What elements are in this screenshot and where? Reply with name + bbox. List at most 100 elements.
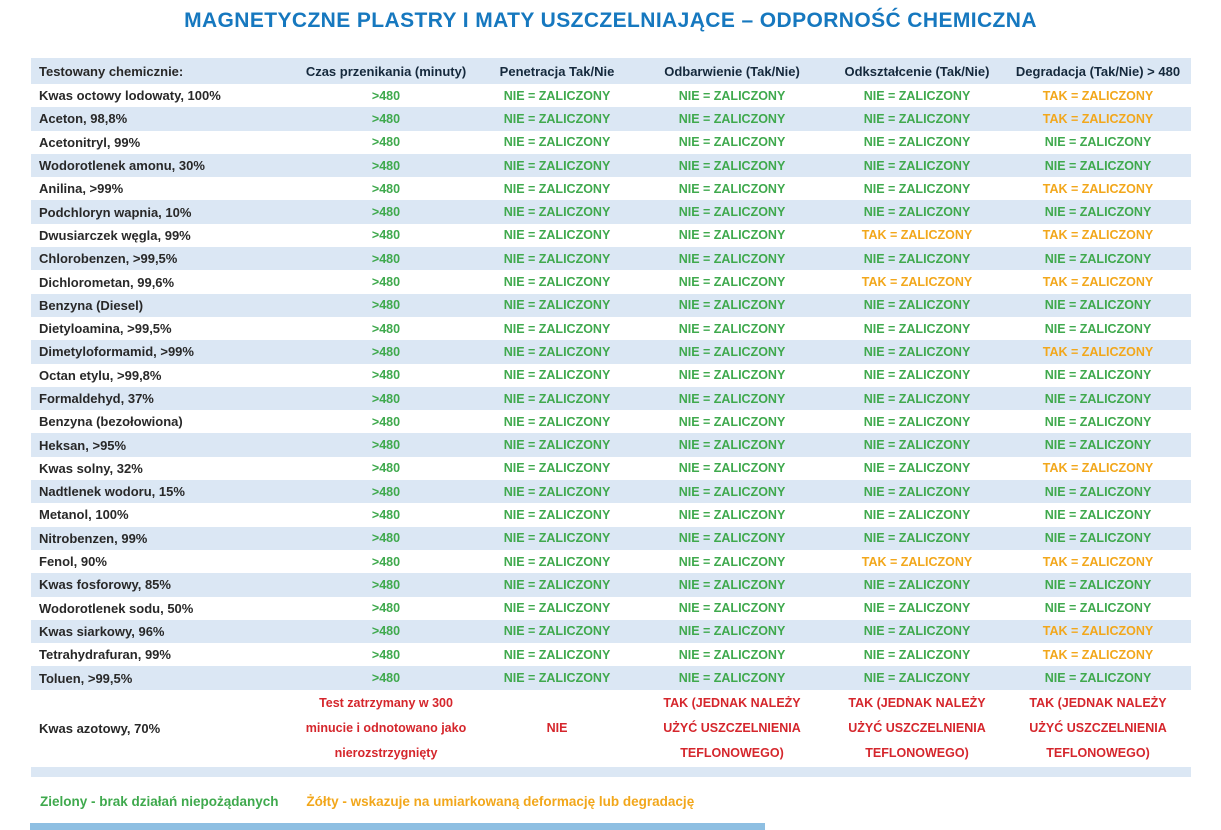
degradation-result: TAK (JEDNAK NALEŻY UŻYĆ USZCZELNIENIA TE… xyxy=(1029,695,1167,760)
table-row: Toluen, >99,5% >480 NIE = ZALICZONY NIE = Z… xyxy=(31,666,1191,690)
chemical-name: Kwas solny, 32% xyxy=(39,460,143,476)
penetration-result: NIE xyxy=(546,720,568,735)
deformation-result: NIE = ZALICZONY xyxy=(863,298,971,313)
degradation-result: NIE = ZALICZONY xyxy=(1044,484,1152,499)
degradation-result: TAK = ZALICZONY xyxy=(1042,228,1154,243)
chemical-name: Kwas azotowy, 70% xyxy=(39,720,161,736)
degradation-result: NIE = ZALICZONY xyxy=(1044,158,1152,173)
penetration-result: NIE = ZALICZONY xyxy=(503,205,611,220)
deformation-result: NIE = ZALICZONY xyxy=(863,671,971,686)
time-value: >480 xyxy=(371,298,401,313)
discoloration-result: NIE = ZALICZONY xyxy=(678,251,786,266)
col-header-penetration: Penetracja Tak/Nie xyxy=(499,63,615,79)
time-value: >480 xyxy=(371,368,401,383)
legend-green-label: Zielony - brak działań niepożądanych xyxy=(40,793,279,809)
time-value: >480 xyxy=(371,647,401,662)
deformation-result: TAK = ZALICZONY xyxy=(861,228,973,243)
discoloration-result: NIE = ZALICZONY xyxy=(678,368,786,383)
color-legend: Zielony - brak działań niepożądanych Żół… xyxy=(40,794,1221,809)
discoloration-result: NIE = ZALICZONY xyxy=(678,228,786,243)
time-value: >480 xyxy=(371,344,401,359)
time-value: >480 xyxy=(371,414,401,429)
discoloration-result: NIE = ZALICZONY xyxy=(678,438,786,453)
penetration-result: NIE = ZALICZONY xyxy=(503,228,611,243)
degradation-result: NIE = ZALICZONY xyxy=(1044,531,1152,546)
table-row: Benzyna (bezołowiona) >480 NIE = ZALICZONY… xyxy=(31,410,1191,433)
table-row: Metanol, 100% >480 NIE = ZALICZONY NIE = ZA… xyxy=(31,503,1191,526)
table-row: Benzyna (Diesel) >480 NIE = ZALICZONY NIE =… xyxy=(31,293,1191,317)
degradation-result: TAK = ZALICZONY xyxy=(1042,344,1154,359)
penetration-result: NIE = ZALICZONY xyxy=(503,321,611,336)
chemical-name: Octan etylu, >99,8% xyxy=(39,367,162,383)
degradation-result: TAK = ZALICZONY xyxy=(1042,88,1154,103)
deformation-result: NIE = ZALICZONY xyxy=(863,181,971,196)
table-row: Dietyloamina, >99,5% >480 NIE = ZALICZONY N… xyxy=(31,317,1191,340)
table-row: Chlorobenzen, >99,5% >480 NIE = ZALICZONY N… xyxy=(31,247,1191,271)
discoloration-result: NIE = ZALICZONY xyxy=(678,577,786,592)
time-value: >480 xyxy=(371,391,401,406)
degradation-result: NIE = ZALICZONY xyxy=(1044,414,1152,429)
penetration-result: NIE = ZALICZONY xyxy=(503,368,611,383)
degradation-result: NIE = ZALICZONY xyxy=(1044,438,1152,453)
col-header-discoloration: Odbarwienie (Tak/Nie) xyxy=(664,63,800,79)
penetration-result: NIE = ZALICZONY xyxy=(503,438,611,453)
chemical-name: Dwusiarczek węgla, 99% xyxy=(39,227,191,243)
chemical-name: Aceton, 98,8% xyxy=(39,111,128,127)
time-value: >480 xyxy=(371,438,401,453)
penetration-result: NIE = ZALICZONY xyxy=(503,135,611,150)
degradation-result: NIE = ZALICZONY xyxy=(1044,601,1152,616)
deformation-result: NIE = ZALICZONY xyxy=(863,135,971,150)
penetration-result: NIE = ZALICZONY xyxy=(503,414,611,429)
deformation-result: NIE = ZALICZONY xyxy=(863,391,971,406)
deformation-result: NIE = ZALICZONY xyxy=(863,438,971,453)
chemical-name: Heksan, >95% xyxy=(39,437,127,453)
degradation-result: TAK = ZALICZONY xyxy=(1042,111,1154,126)
time-note: Test zatrzymany w 300 minucie i odnotowa… xyxy=(305,695,467,760)
chemical-name: Dichlorometan, 99,6% xyxy=(39,274,175,290)
time-value: >480 xyxy=(371,461,401,476)
degradation-result: TAK = ZALICZONY xyxy=(1042,181,1154,196)
discoloration-result: NIE = ZALICZONY xyxy=(678,275,786,290)
table-row: Kwas siarkowy, 96% >480 NIE = ZALICZONY NIE… xyxy=(31,619,1191,644)
table-row: Anilina, >99% >480 NIE = ZALICZONY NIE = ZA… xyxy=(31,177,1191,200)
time-value: >480 xyxy=(371,228,401,243)
degradation-result: TAK = ZALICZONY xyxy=(1042,624,1154,639)
chemical-name: Kwas siarkowy, 96% xyxy=(39,623,165,639)
deformation-result: NIE = ZALICZONY xyxy=(863,344,971,359)
deformation-result: NIE = ZALICZONY xyxy=(863,601,971,616)
degradation-result: NIE = ZALICZONY xyxy=(1044,205,1152,220)
penetration-result: NIE = ZALICZONY xyxy=(503,111,611,126)
chemical-name: Wodorotlenek sodu, 50% xyxy=(39,600,194,616)
cropped-next-section-bar xyxy=(30,823,765,830)
time-value: >480 xyxy=(371,601,401,616)
discoloration-result: NIE = ZALICZONY xyxy=(678,205,786,220)
time-value: >480 xyxy=(371,88,401,103)
discoloration-result: NIE = ZALICZONY xyxy=(678,461,786,476)
discoloration-result: NIE = ZALICZONY xyxy=(678,531,786,546)
time-value: >480 xyxy=(371,507,401,522)
discoloration-result: NIE = ZALICZONY xyxy=(678,647,786,662)
penetration-result: NIE = ZALICZONY xyxy=(503,671,611,686)
page-title: MAGNETYCZNE PLASTRY I MATY USZCZELNIAJĄC… xyxy=(184,9,1037,32)
table-row: Wodorotlenek sodu, 50% >480 NIE = ZALICZON… xyxy=(31,597,1191,620)
degradation-result: TAK = ZALICZONY xyxy=(1042,461,1154,476)
table-body: Kwas octowy lodowaty, 100% >480 NIE = ZALI… xyxy=(31,84,1191,690)
penetration-result: NIE = ZALICZONY xyxy=(503,298,611,313)
discoloration-result: NIE = ZALICZONY xyxy=(678,344,786,359)
table-row: Wodorotlenek amonu, 30% >480 NIE = ZALICZO… xyxy=(31,153,1191,178)
deformation-result: NIE = ZALICZONY xyxy=(863,205,971,220)
chemical-name: Kwas fosforowy, 85% xyxy=(39,577,171,593)
table-row: Aceton, 98,8% >480 NIE = ZALICZONY NIE = ZA… xyxy=(31,107,1191,131)
degradation-result: NIE = ZALICZONY xyxy=(1044,507,1152,522)
chemical-name: Anilina, >99% xyxy=(39,181,124,197)
penetration-result: NIE = ZALICZONY xyxy=(503,554,611,569)
discoloration-result: NIE = ZALICZONY xyxy=(678,158,786,173)
time-value: >480 xyxy=(371,111,401,126)
degradation-result: TAK = ZALICZONY xyxy=(1042,554,1154,569)
deformation-result: NIE = ZALICZONY xyxy=(863,88,971,103)
table-row: Tetrahydrafuran, 99% >480 NIE = ZALICZONY N… xyxy=(31,643,1191,666)
discoloration-result: NIE = ZALICZONY xyxy=(678,181,786,196)
penetration-result: NIE = ZALICZONY xyxy=(503,158,611,173)
discoloration-result: NIE = ZALICZONY xyxy=(678,414,786,429)
penetration-result: NIE = ZALICZONY xyxy=(503,601,611,616)
